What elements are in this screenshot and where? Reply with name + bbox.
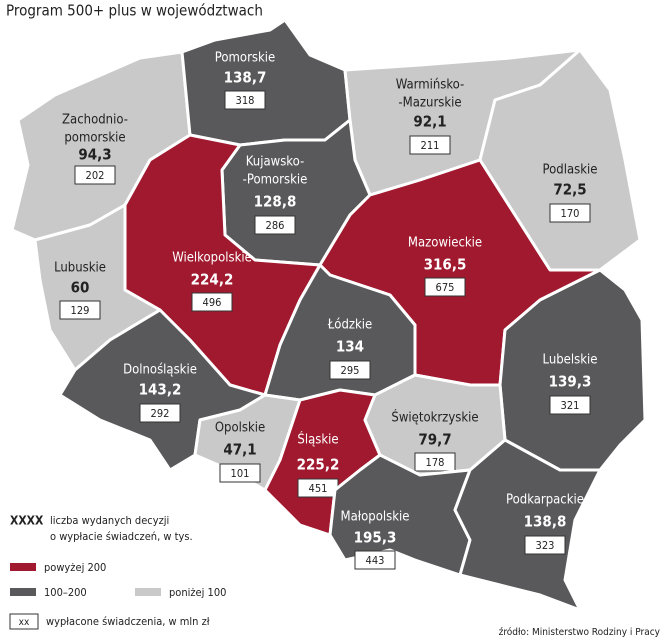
region: [498, 268, 647, 472]
title: Program 500+ plus w województwach: [6, 2, 263, 20]
count-box: [409, 135, 451, 155]
region-count: 496: [203, 296, 222, 309]
region-count: 323: [536, 539, 555, 552]
count-box: [139, 403, 181, 423]
legend-key-label: XXXX: [10, 514, 44, 528]
count-box: [224, 90, 266, 110]
region-name: -Pomorskie: [243, 173, 308, 188]
count-box: [329, 360, 371, 380]
region-value: 60: [71, 279, 90, 297]
count-box: [424, 277, 466, 297]
legend-swatch: [10, 563, 36, 571]
region-value: 316,5: [424, 256, 467, 274]
region-name: Wielkopolskie: [172, 251, 252, 266]
region-name: Zachodnio-: [62, 113, 128, 128]
legend-box: [9, 613, 39, 630]
region-name: Opolskie: [215, 421, 265, 436]
region-name: Małopolskie: [341, 510, 410, 525]
legend-key-text: liczba wydanych decyzji: [50, 514, 169, 527]
region-value: 72,5: [553, 181, 586, 199]
region-count: 101: [231, 467, 250, 480]
region-value: 134: [336, 338, 364, 356]
region-value: 128,8: [254, 193, 297, 211]
region-value: 47,1: [223, 441, 256, 459]
region-name: Pomorskie: [215, 51, 275, 66]
count-box: [74, 165, 116, 185]
count-box: [354, 550, 396, 570]
region-value: 143,2: [139, 381, 182, 399]
region-name: Lubuskie: [54, 261, 106, 276]
legend-label: 100–200: [44, 586, 87, 599]
region-value: 94,3: [78, 146, 111, 164]
region-count: 321: [561, 399, 580, 412]
legend-label: powyżej 200: [44, 561, 106, 574]
region-name: Dolnośląskie: [123, 363, 197, 378]
region-name: Łódzkie: [327, 318, 373, 333]
region-value: 225,2: [297, 456, 340, 474]
count-box: [219, 463, 261, 483]
region-count: 318: [236, 94, 255, 107]
region-value: 79,7: [418, 431, 451, 449]
region-name: Śląskie: [297, 432, 338, 448]
region-count: 129: [71, 304, 90, 317]
region-count: 292: [151, 407, 170, 420]
count-box: [524, 535, 566, 555]
count-box: [414, 452, 456, 472]
region-value: 138,7: [224, 69, 267, 87]
count-box: [549, 395, 591, 415]
region-name: Warmińsko-: [396, 78, 465, 93]
source: źródło: Ministerstwo Rodziny i Pracy: [499, 626, 661, 638]
count-box: [254, 215, 296, 235]
count-box: [191, 292, 233, 312]
region-count: 286: [266, 219, 285, 232]
region-name: Świętokrzyskie: [391, 410, 478, 426]
region-name: Mazowieckie: [408, 236, 482, 251]
region: [453, 438, 602, 612]
legend-label: poniżej 100: [169, 586, 226, 599]
region-count: 451: [309, 482, 328, 495]
region-value: 195,3: [354, 529, 397, 547]
count-box: [549, 203, 591, 223]
region-count: 202: [86, 169, 105, 182]
region-name: pomorskie: [64, 131, 125, 146]
region-value: 224,2: [191, 271, 234, 289]
count-box: [59, 300, 101, 320]
region-name: Kujawsko-: [246, 155, 304, 170]
legend-box-text: wypłacone świadczenia, w mln zł: [46, 615, 210, 628]
region-value: 92,1: [413, 113, 446, 131]
legend-box-label: xx: [19, 617, 30, 628]
legend-key-text: o wypłacie świadczeń, w tys.: [50, 530, 193, 543]
region-value: 138,8: [524, 513, 567, 531]
region-count: 178: [426, 456, 445, 469]
region-count: 211: [421, 139, 440, 152]
region-count: 170: [561, 207, 580, 220]
region-name: Lubelskie: [543, 353, 598, 368]
region-value: 139,3: [549, 373, 592, 391]
region-count: 295: [341, 364, 360, 377]
region-name: Podkarpackie: [506, 493, 584, 508]
region-name: -Mazurskie: [398, 96, 461, 111]
legend-swatch: [135, 588, 161, 596]
legend-swatch: [10, 588, 36, 596]
region-name: Podlaskie: [543, 163, 598, 178]
region-count: 675: [436, 281, 455, 294]
region-count: 443: [366, 554, 385, 567]
